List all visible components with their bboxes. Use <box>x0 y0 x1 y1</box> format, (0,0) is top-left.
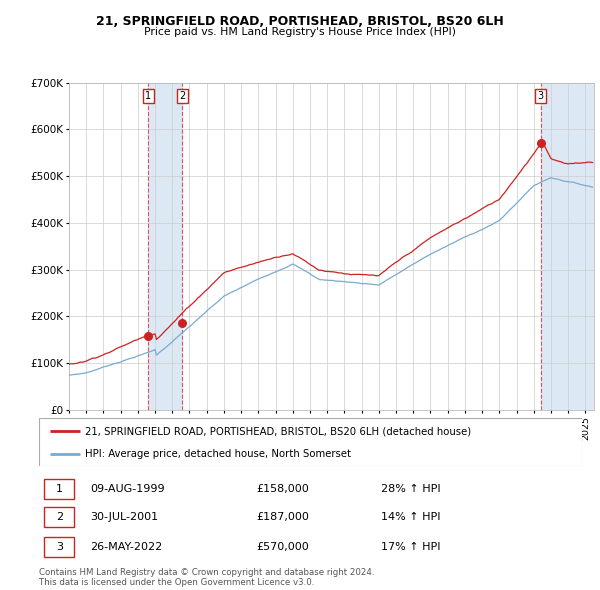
Text: £187,000: £187,000 <box>256 512 309 522</box>
Text: 14% ↑ HPI: 14% ↑ HPI <box>381 512 440 522</box>
Text: 28% ↑ HPI: 28% ↑ HPI <box>381 484 441 494</box>
FancyBboxPatch shape <box>44 536 74 557</box>
Text: 2: 2 <box>179 91 185 101</box>
Text: 17% ↑ HPI: 17% ↑ HPI <box>381 542 440 552</box>
Text: 09-AUG-1999: 09-AUG-1999 <box>91 484 165 494</box>
FancyBboxPatch shape <box>44 507 74 527</box>
Text: HPI: Average price, detached house, North Somerset: HPI: Average price, detached house, Nort… <box>85 449 351 459</box>
Text: 3: 3 <box>538 91 544 101</box>
FancyBboxPatch shape <box>44 479 74 499</box>
Text: 2: 2 <box>56 512 63 522</box>
Text: £570,000: £570,000 <box>256 542 309 552</box>
Bar <box>541 83 594 410</box>
Text: 30-JUL-2001: 30-JUL-2001 <box>91 512 159 522</box>
Text: 1: 1 <box>56 484 63 494</box>
Text: This data is licensed under the Open Government Licence v3.0.: This data is licensed under the Open Gov… <box>39 578 314 587</box>
Text: Price paid vs. HM Land Registry's House Price Index (HPI): Price paid vs. HM Land Registry's House … <box>144 27 456 37</box>
Text: 21, SPRINGFIELD ROAD, PORTISHEAD, BRISTOL, BS20 6LH: 21, SPRINGFIELD ROAD, PORTISHEAD, BRISTO… <box>96 15 504 28</box>
Text: 1: 1 <box>145 91 151 101</box>
Text: 21, SPRINGFIELD ROAD, PORTISHEAD, BRISTOL, BS20 6LH (detached house): 21, SPRINGFIELD ROAD, PORTISHEAD, BRISTO… <box>85 426 472 436</box>
Text: Contains HM Land Registry data © Crown copyright and database right 2024.: Contains HM Land Registry data © Crown c… <box>39 568 374 576</box>
Text: 3: 3 <box>56 542 63 552</box>
Bar <box>148 83 182 410</box>
Text: 26-MAY-2022: 26-MAY-2022 <box>91 542 163 552</box>
FancyBboxPatch shape <box>39 418 582 466</box>
Text: £158,000: £158,000 <box>256 484 309 494</box>
